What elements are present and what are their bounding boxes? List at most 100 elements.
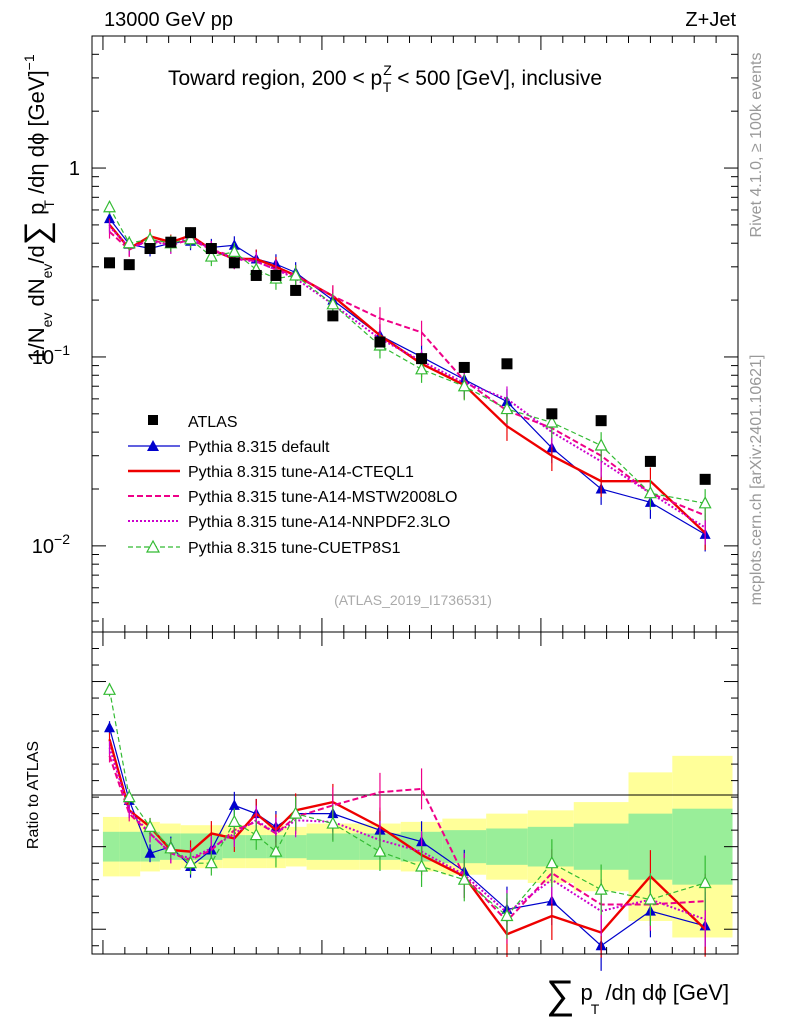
ratio-point-pythia-8-315-tune-cuetp8s1 bbox=[643, 892, 657, 905]
point-pythia-8-315-tune-cuetp8s1 bbox=[103, 199, 117, 213]
point-atlas bbox=[458, 361, 470, 373]
ratio-panel: Ratio to ATLAS ∑ p T /dη dϕ [GeV] bbox=[25, 631, 739, 1017]
point-atlas bbox=[374, 336, 386, 348]
ratio-point-pythia-8-315-tune-cuetp8s1 bbox=[457, 872, 471, 885]
legend-marker-atlas bbox=[148, 415, 158, 425]
point-atlas bbox=[250, 269, 262, 281]
point-pythia-8-315-tune-cuetp8s1 bbox=[545, 415, 559, 428]
ratio-point-pythia-8-315-tune-cuetp8s1 bbox=[415, 859, 429, 872]
series-line-pythia-8-315-tune-a14-cteql1 bbox=[108, 224, 706, 534]
ratio-point-pythia-8-315-tune-cuetp8s1 bbox=[164, 841, 178, 854]
ratio-point-pythia-8-315-tune-cuetp8s1 bbox=[373, 844, 387, 857]
ratio-band-inner bbox=[672, 808, 733, 885]
series-line-pythia-8-315-default bbox=[109, 218, 706, 535]
ratio-y-label: Ratio to ATLAS bbox=[25, 741, 42, 849]
ratio-point-pythia-8-315-tune-cuetp8s1 bbox=[289, 806, 303, 819]
point-pythia-8-315-tune-cuetp8s1 bbox=[184, 231, 198, 245]
main-y-tick-label: 10−2 bbox=[32, 531, 70, 558]
legend-label-default: Pythia 8.315 default bbox=[188, 439, 330, 456]
ratio-point-pythia-8-315-tune-cuetp8s1 bbox=[594, 882, 608, 895]
side-label-bottom: mcplots.cern.ch [arXiv:2401.10621] bbox=[748, 355, 765, 606]
point-atlas bbox=[144, 243, 156, 255]
ratio-point-pythia-8-315-default bbox=[104, 721, 116, 733]
point-pythia-8-315-tune-cuetp8s1 bbox=[457, 378, 471, 392]
point-atlas bbox=[327, 310, 339, 322]
main-y-tick-base: 10 bbox=[32, 347, 54, 369]
ratio-point-pythia-8-315-tune-cuetp8s1 bbox=[184, 855, 198, 869]
point-atlas bbox=[205, 243, 217, 255]
main-y-tick-label: 1 bbox=[69, 158, 80, 180]
legend-item-cuetp8s1: Pythia 8.315 tune-CUETP8S1 bbox=[128, 539, 401, 557]
point-pythia-8-315-tune-cuetp8s1 bbox=[643, 485, 657, 499]
ratio-point-pythia-8-315-default bbox=[228, 799, 240, 810]
point-atlas bbox=[546, 408, 558, 420]
series-line-pythia-8-315-tune-a14-nnpdf2-3lo bbox=[108, 225, 706, 529]
point-pythia-8-315-tune-cuetp8s1 bbox=[122, 235, 136, 249]
header-right: Z+Jet bbox=[685, 9, 736, 31]
legend-item-nnpdf: Pythia 8.315 tune-A14-NNPDF2.3LO bbox=[128, 514, 450, 531]
point-atlas bbox=[290, 284, 302, 296]
ratio-y-ticks bbox=[92, 648, 738, 947]
point-pythia-8-315-tune-cuetp8s1 bbox=[289, 268, 303, 281]
ratio-point-pythia-8-315-tune-cuetp8s1 bbox=[103, 682, 117, 695]
legend-item-atlas: ATLAS bbox=[148, 414, 238, 431]
point-atlas bbox=[185, 227, 197, 239]
ratio-point-pythia-8-315-tune-cuetp8s1 bbox=[143, 819, 157, 832]
legend-label-nnpdf: Pythia 8.315 tune-A14-NNPDF2.3LO bbox=[188, 514, 450, 531]
point-pythia-8-315-tune-cuetp8s1 bbox=[698, 496, 712, 509]
ratio-point-pythia-8-315-tune-cuetp8s1 bbox=[326, 816, 340, 829]
point-atlas bbox=[228, 257, 240, 269]
main-y-label: 1/Nev dNev/d∑ pT /dη dϕ [GeV]−1 bbox=[18, 54, 57, 362]
point-atlas bbox=[165, 236, 177, 248]
main-y-ticks: 110−110−2 bbox=[32, 35, 738, 622]
legend: ATLAS Pythia 8.315 default Pythia 8.315 … bbox=[128, 414, 457, 557]
point-pythia-8-315-tune-cuetp8s1 bbox=[415, 362, 429, 375]
point-atlas bbox=[501, 358, 513, 370]
header-left: 13000 GeV pp bbox=[104, 9, 233, 31]
ratio-point-pythia-8-315-default bbox=[144, 847, 156, 858]
ratio-band-inner bbox=[102, 831, 120, 862]
x-axis-label: ∑ p T /dη dϕ [GeV] bbox=[546, 973, 729, 1017]
ratio-band-inner bbox=[573, 823, 629, 870]
ratio-point-pythia-8-315-tune-cuetp8s1 bbox=[249, 827, 263, 841]
legend-item-cteql1: Pythia 8.315 tune-A14-CTEQL1 bbox=[128, 464, 414, 481]
legend-label-cuetp8s1: Pythia 8.315 tune-CUETP8S1 bbox=[188, 540, 401, 557]
ratio-frame bbox=[91, 631, 739, 955]
point-atlas bbox=[644, 455, 656, 467]
point-pythia-8-315-tune-cuetp8s1 bbox=[204, 249, 218, 262]
point-pythia-8-315-tune-cuetp8s1 bbox=[227, 244, 241, 257]
legend-marker-cuetp8s1 bbox=[145, 539, 161, 553]
legend-item-mstw: Pythia 8.315 tune-A14-MSTW2008LO bbox=[128, 489, 457, 506]
main-y-tick-label: 10−1 bbox=[32, 342, 70, 369]
ratio-band-inner bbox=[285, 835, 307, 859]
legend-label-mstw: Pythia 8.315 tune-A14-MSTW2008LO bbox=[188, 489, 457, 506]
ratio-band-inner bbox=[486, 828, 528, 865]
ratio-point-pythia-8-315-tune-cuetp8s1 bbox=[545, 855, 559, 869]
ratio-point-pythia-8-315-tune-cuetp8s1 bbox=[122, 789, 136, 803]
point-atlas bbox=[595, 415, 607, 427]
point-pythia-8-315-tune-cuetp8s1 bbox=[594, 438, 608, 451]
ratio-series-layer bbox=[103, 682, 712, 971]
ratio-x-ticks bbox=[102, 632, 717, 954]
main-y-tick-exponent: −2 bbox=[54, 531, 70, 547]
point-atlas bbox=[699, 473, 711, 485]
analysis-annotation: (ATLAS_2019_I1736531) bbox=[334, 592, 492, 608]
point-pythia-8-315-tune-cuetp8s1 bbox=[326, 297, 340, 310]
ratio-point-pythia-8-315-tune-cuetp8s1 bbox=[500, 908, 514, 922]
ratio-point-pythia-8-315-tune-cuetp8s1 bbox=[227, 814, 241, 827]
ratio-band-inner bbox=[119, 831, 141, 862]
point-atlas bbox=[416, 353, 428, 365]
main-title: Toward region, 200 < pZ T < 500 [GeV], in… bbox=[168, 62, 602, 95]
main-y-tick-exponent: −1 bbox=[54, 342, 70, 358]
point-atlas bbox=[270, 269, 282, 281]
main-series-layer bbox=[103, 199, 712, 552]
ratio-point-pythia-8-315-tune-cuetp8s1 bbox=[269, 844, 283, 857]
legend-marker-default bbox=[147, 440, 159, 451]
main-panel: 110−110−2 Toward region, 200 < pZ T < 500… bbox=[18, 35, 739, 633]
main-x-ticks bbox=[102, 36, 717, 632]
point-atlas bbox=[104, 257, 116, 269]
point-atlas bbox=[123, 259, 135, 271]
side-label-top: Rivet 4.1.0, ≥ 100k events bbox=[748, 53, 765, 238]
legend-label-cteql1: Pythia 8.315 tune-A14-CTEQL1 bbox=[188, 464, 414, 481]
